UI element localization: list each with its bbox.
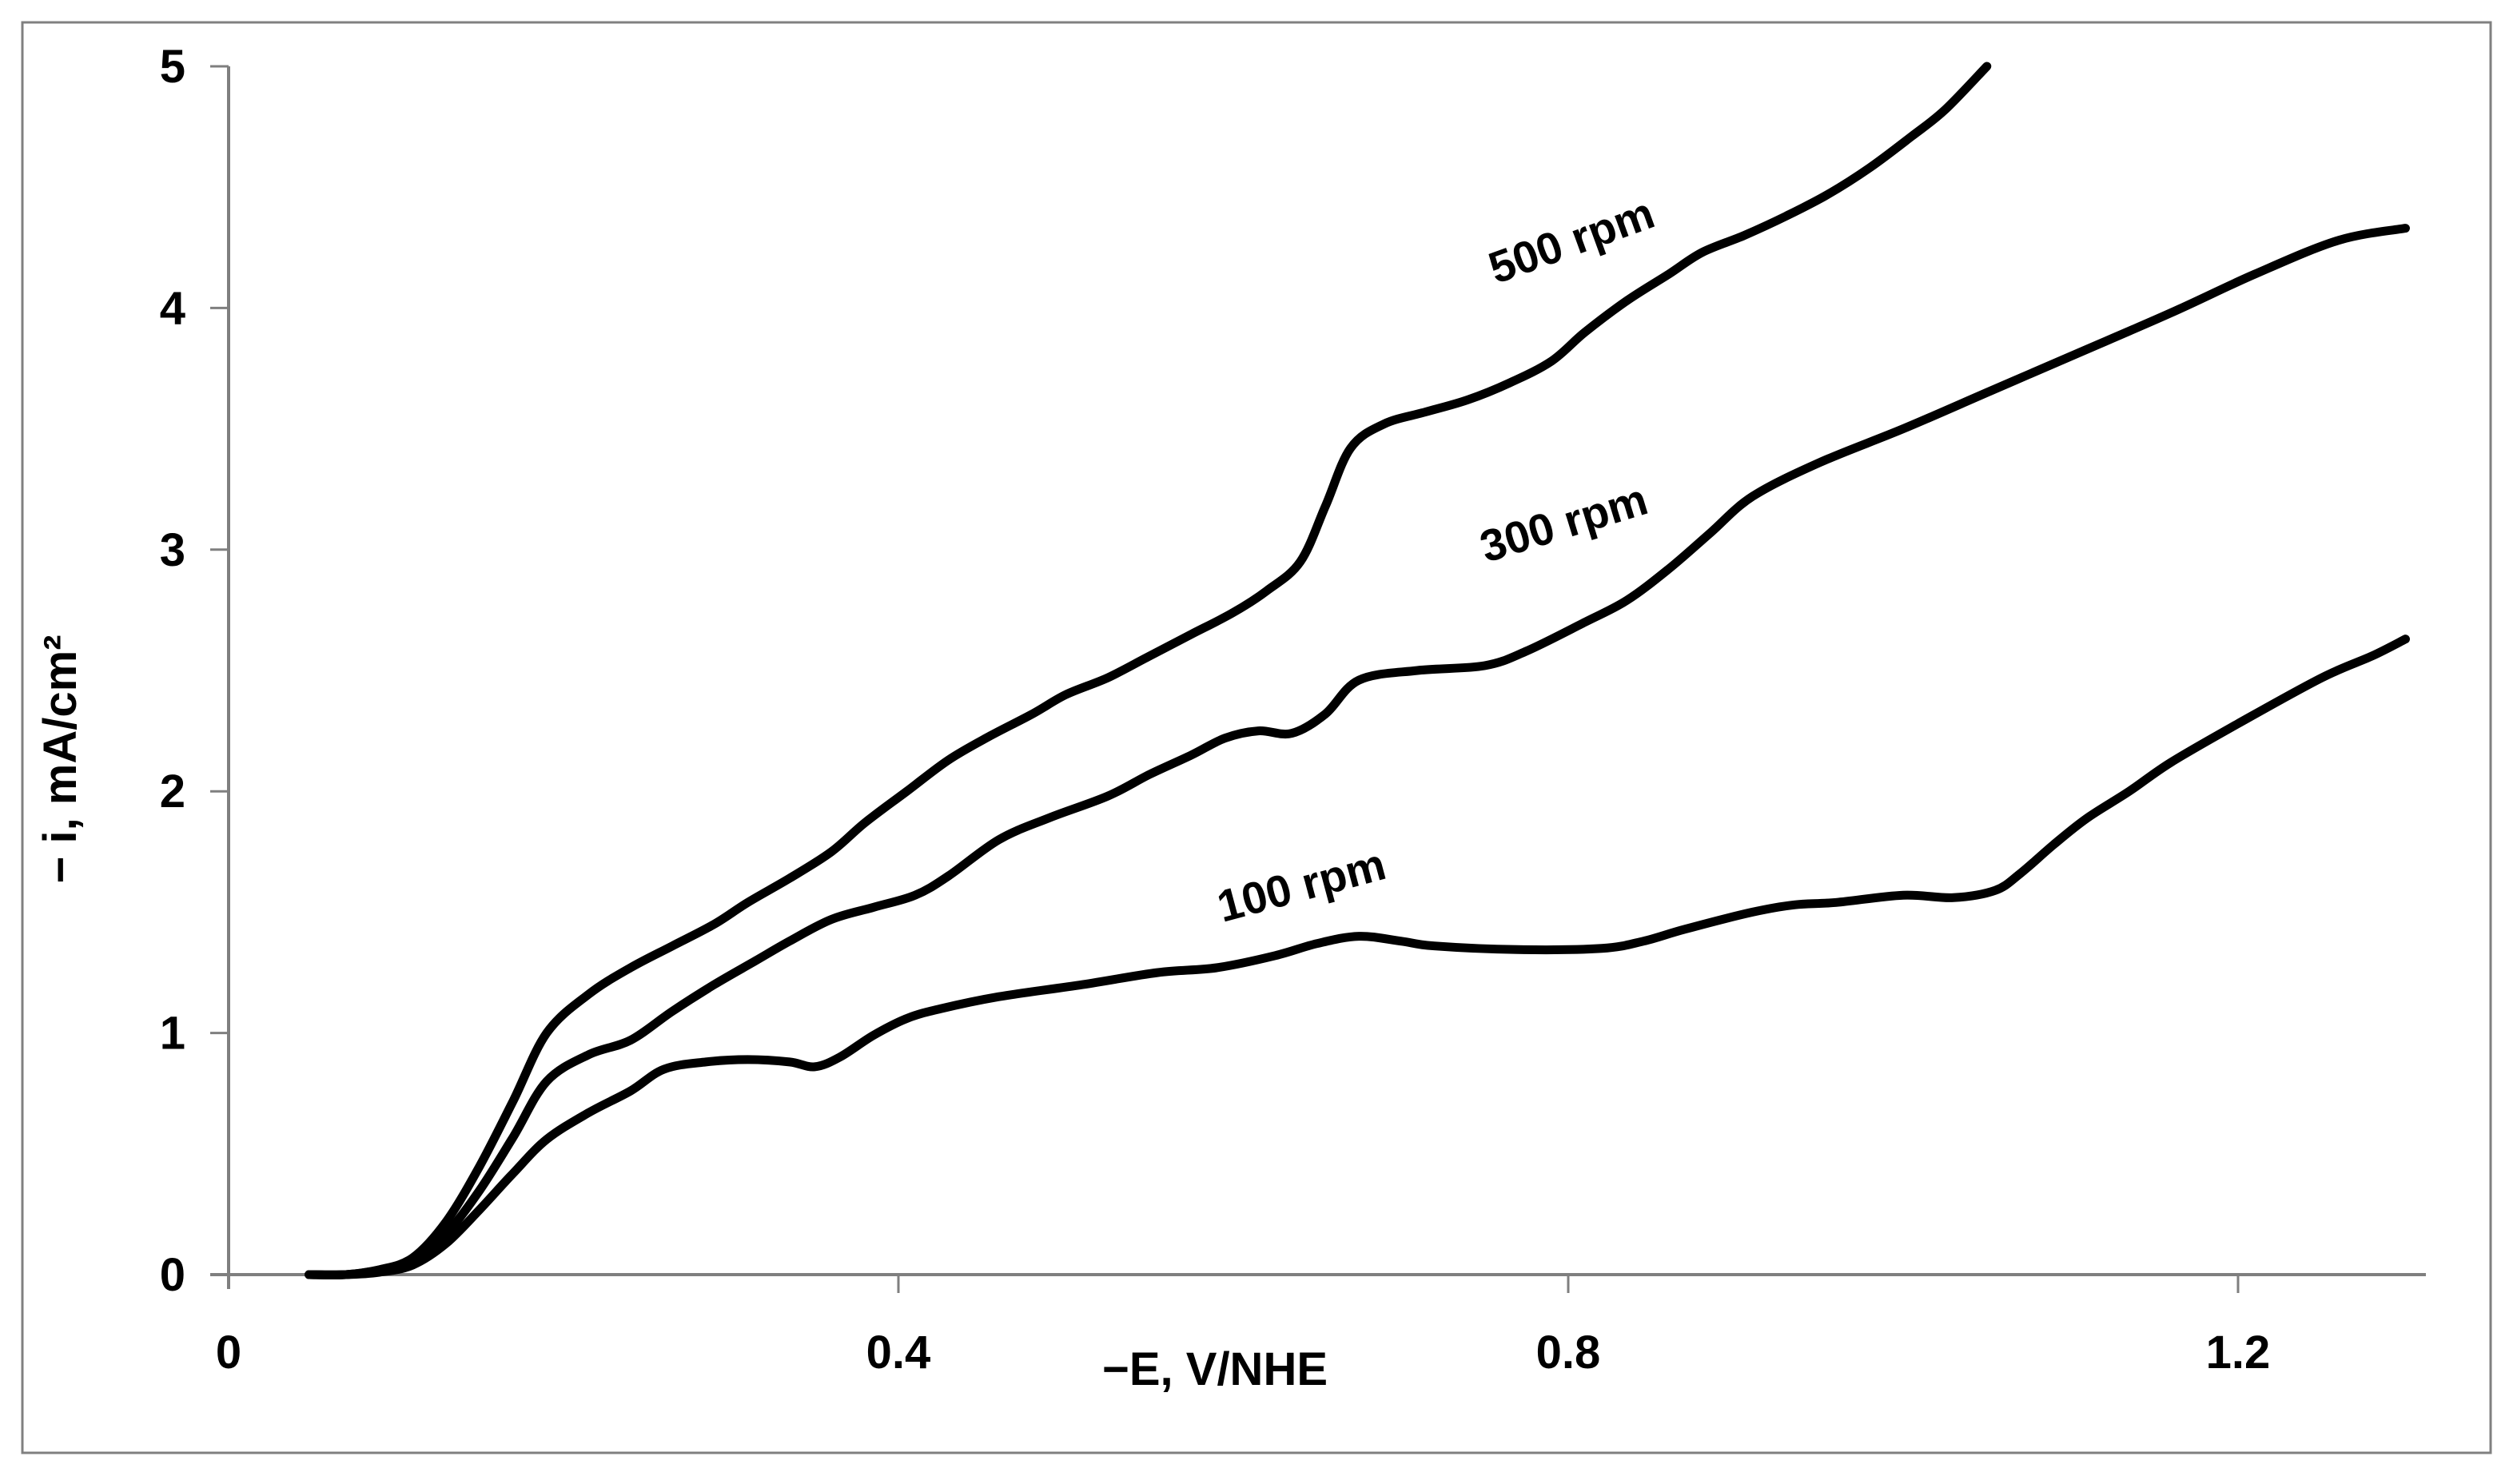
series-line-100rpm — [305, 635, 2410, 1279]
x-tick-label-0.4: 0.4 — [866, 1327, 931, 1379]
y-tick-label-4: 4 — [160, 282, 185, 334]
x-tick-label-1.2: 1.2 — [2206, 1327, 2271, 1379]
x-axis-title: −E, V/NHE — [1102, 1343, 1328, 1395]
series-label-300rpm: 300 rpm — [1474, 474, 1653, 572]
series-line-500rpm — [305, 62, 1992, 1279]
series-label-100rpm: 100 rpm — [1212, 838, 1391, 931]
figure-border — [21, 21, 2492, 1454]
series-label-500rpm: 500 rpm — [1482, 187, 1660, 293]
series-line-300rpm — [305, 224, 2410, 1279]
x-tick-label-0.8: 0.8 — [1536, 1327, 1601, 1379]
y-axis-title: − i, mA/cm² — [34, 635, 86, 883]
x-tick-label-0: 0 — [216, 1327, 241, 1379]
y-tick-label-2: 2 — [160, 766, 185, 818]
y-tick-label-1: 1 — [160, 1008, 185, 1060]
x-axis-ticks: 0 0.4 0.8 1.2 — [216, 1275, 2270, 1379]
series-group — [305, 62, 2410, 1279]
curve-annotations: 500 rpm 300 rpm 100 rpm — [1212, 187, 1660, 931]
y-axis-ticks: 0 1 2 3 4 5 — [160, 41, 229, 1301]
y-tick-label-3: 3 — [160, 524, 185, 576]
y-tick-label-5: 5 — [160, 41, 185, 93]
y-tick-label-0: 0 — [160, 1249, 185, 1301]
